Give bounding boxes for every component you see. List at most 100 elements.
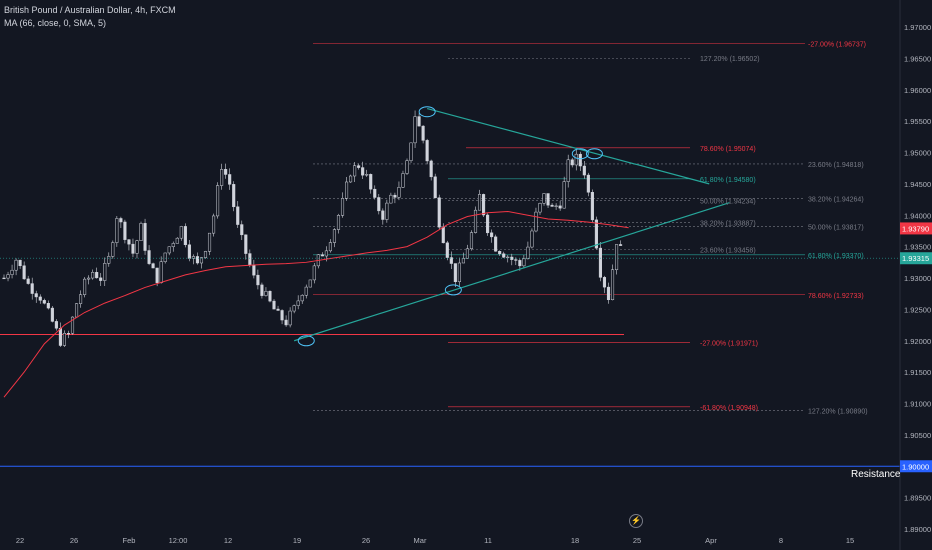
candle-body (615, 244, 619, 271)
x-tick-label: 25 (633, 536, 641, 545)
candle-body (171, 243, 175, 248)
candle-body (14, 259, 18, 271)
candle-body (236, 206, 240, 225)
fib-level-label: 23.60% (1.93458) (700, 247, 756, 254)
candle-body (131, 243, 135, 254)
y-tick-label: 1.90500 (904, 431, 931, 440)
price-tag-label: 1.90000 (902, 462, 929, 471)
candle-body (417, 116, 421, 127)
x-tick-label: Feb (123, 536, 136, 545)
candle-body (119, 218, 123, 223)
candle-body (252, 264, 256, 276)
y-tick-label: 1.97000 (904, 23, 931, 32)
candle-body (199, 257, 204, 264)
candle-body (324, 250, 328, 257)
trendline-upper (426, 107, 710, 185)
candle-body (490, 232, 494, 238)
candles (2, 110, 623, 347)
candle-body (570, 159, 574, 166)
candle-body (598, 247, 602, 278)
pivot-circle (418, 106, 436, 118)
candle-body (566, 159, 570, 182)
candle-body (433, 176, 437, 198)
y-tick-label: 1.93500 (904, 243, 931, 252)
fib-level-label: 38.20% (1.93887) (700, 220, 756, 227)
candle-body (268, 291, 272, 302)
price-tag-label: 1.93790 (902, 224, 929, 233)
resistance-label: Resistance (851, 469, 901, 480)
candle-body (514, 259, 518, 261)
candle-body (381, 210, 385, 220)
candle-body (34, 293, 38, 298)
candle-body (195, 256, 199, 264)
pivot-markers (297, 106, 603, 347)
y-tick-label: 1.92500 (904, 305, 931, 314)
candle-body (272, 300, 276, 310)
candle-body (349, 175, 353, 183)
y-tick-label: 1.92000 (904, 337, 931, 346)
candle-body (308, 279, 312, 288)
pivot-circle (444, 284, 462, 296)
candle-body (393, 194, 397, 198)
x-tick-label: 19 (293, 536, 301, 545)
y-tick-label: 1.93000 (904, 274, 931, 283)
y-tick-label: 1.91000 (904, 400, 931, 409)
fib-level-label: 23.60% (1.94818) (808, 162, 864, 169)
candle-body (558, 205, 562, 209)
indicator-legend[interactable]: MA (66, close, 0, SMA, 5) (4, 18, 107, 28)
candle-body (437, 197, 441, 228)
pivot-circle (571, 148, 589, 160)
candle-body (506, 256, 510, 259)
candle-body (46, 303, 50, 309)
candle-body (26, 278, 30, 284)
candle-body (288, 310, 292, 326)
ma-line (3, 210, 629, 398)
pivot-circle (297, 335, 315, 347)
candle-body (103, 263, 107, 281)
candle-body (83, 278, 87, 295)
price-tags: 1.93790 1.93315 1.90000 (0, 222, 932, 473)
candle-body (353, 165, 357, 177)
candle-body (276, 308, 280, 311)
candle-body (228, 174, 232, 185)
x-tick-label: Apr (705, 536, 717, 545)
candle-body (216, 185, 220, 217)
candle-body (284, 319, 288, 326)
candle-body (38, 296, 42, 301)
candle-body (578, 153, 582, 167)
candle-body (619, 244, 623, 246)
candle-body (526, 246, 530, 260)
price-axis[interactable]: 1.97000 1.96500 1.96000 1.95500 1.95000 1.945… (904, 23, 931, 534)
candle-body (280, 310, 284, 321)
time-axis[interactable]: 22 26 Feb 12:00 12 19 26 Mar 11 18 25 Apr 8 15 (16, 536, 854, 545)
candle-body (167, 246, 171, 254)
candle-body (10, 269, 14, 275)
fib-level-label: 127.20% (1.96502) (700, 56, 760, 63)
candle-body (530, 230, 534, 248)
y-tick-label: 1.89500 (904, 494, 931, 503)
candle-body (91, 272, 95, 279)
candle-body (232, 184, 236, 208)
candle-body (494, 236, 498, 252)
candle-body (260, 284, 264, 296)
moving-average (3, 210, 629, 398)
candle-body (574, 153, 578, 166)
fib-labels: -27.00% (1.96737) 127.20% (1.96502) 78.60%… (700, 42, 868, 416)
x-tick-label: 15 (846, 536, 854, 545)
candle-body (58, 328, 62, 346)
y-tick-label: 1.94000 (904, 211, 931, 220)
candle-body (123, 221, 127, 240)
lightning-bolt-icon[interactable]: ⚡ (629, 514, 643, 528)
candle-body (522, 258, 526, 267)
x-tick-label: 11 (484, 536, 492, 545)
price-tag-bg (900, 252, 932, 265)
candle-body (179, 226, 183, 239)
price-tag-label: 1.93315 (902, 254, 929, 263)
candle-body (373, 188, 377, 198)
candle-body (203, 251, 208, 258)
symbol-title[interactable]: British Pound / Australian Dollar, 4h, F… (4, 5, 176, 15)
candle-body (240, 224, 244, 236)
candle-body (602, 277, 607, 288)
candle-body (300, 294, 304, 302)
